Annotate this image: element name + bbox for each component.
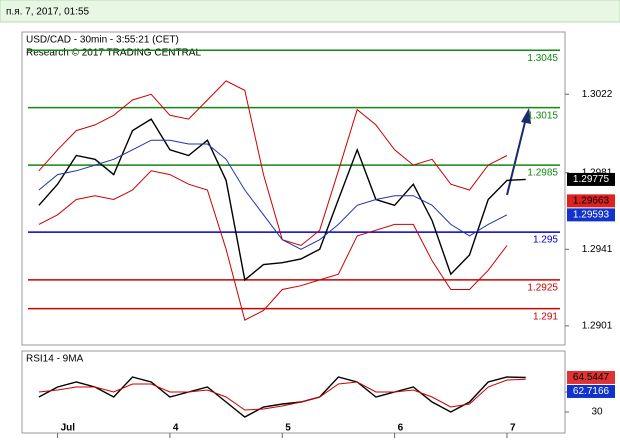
top-bar <box>0 0 620 23</box>
series-line <box>38 376 526 418</box>
price-badge-label: 62.7166 <box>573 386 610 397</box>
level-label: 1.295 <box>533 235 558 246</box>
series-line <box>38 170 508 321</box>
chart-subtitle: Research © 2017 TRADING CENTRAL <box>26 48 201 59</box>
y-tick-label: 1.3022 <box>582 89 613 100</box>
x-tick-label: Jul <box>61 423 76 434</box>
price-badge-label: 1.29593 <box>573 210 610 221</box>
x-tick-label: 5 <box>285 423 291 434</box>
level-label: 1.2925 <box>527 283 558 294</box>
series-line <box>38 80 508 247</box>
rsi-title: RSI14 - 9MA <box>26 354 84 365</box>
forecast-arrow <box>506 117 527 196</box>
price-badge-label: 1.29775 <box>573 174 610 185</box>
chart-title: USD/CAD - 30min - 3:55:21 (CET) <box>26 35 179 46</box>
series-line <box>38 118 526 282</box>
level-label: 1.2985 <box>527 168 558 179</box>
price-badge <box>567 384 615 398</box>
level-label: 1.291 <box>533 311 558 322</box>
price-badge <box>567 172 615 186</box>
y-tick-label: 1.2981 <box>582 167 613 178</box>
y-tick-label: 1.2941 <box>582 244 613 255</box>
level-label: 1.3015 <box>527 110 558 121</box>
x-tick-label: 6 <box>398 423 404 434</box>
price-badge <box>567 194 615 208</box>
x-tick-label: 4 <box>173 423 179 434</box>
price-badge-label: 64.5447 <box>573 372 610 383</box>
y-tick-label: 30 <box>591 407 603 418</box>
price-panel <box>21 31 566 346</box>
price-badge-label: 1.29663 <box>573 196 610 207</box>
timestamp: п.я. 7, 2017, 01:55 <box>6 7 90 18</box>
series-line <box>38 139 508 250</box>
arrow-head <box>521 108 531 124</box>
price-badge <box>567 208 615 222</box>
x-tick-label: 7 <box>510 423 516 434</box>
series-line <box>38 378 526 411</box>
level-label: 1.3045 <box>527 53 558 64</box>
price-badge <box>567 370 615 384</box>
y-tick-label: 1.2901 <box>582 320 613 331</box>
